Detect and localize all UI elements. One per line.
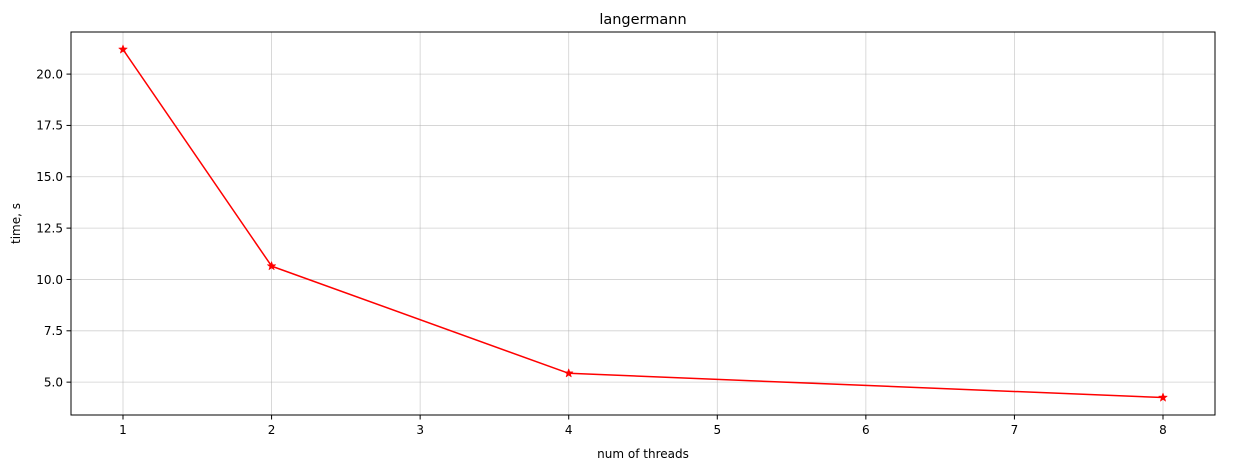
axis-ticks: 1 2 3 4 5 6 7 8 5.0 7.5 10.0 12.5 15.0 17.5 20.0 bbox=[36, 67, 1167, 437]
plot-frame bbox=[70, 31, 1216, 416]
data-point-star bbox=[1157, 392, 1169, 402]
x-tick-label: 7 bbox=[1011, 423, 1019, 437]
x-tick-label: 4 bbox=[565, 423, 573, 437]
data-point-star bbox=[563, 367, 574, 378]
y-axis-label: time, s bbox=[9, 203, 23, 244]
x-tick-label: 2 bbox=[268, 423, 276, 437]
y-tick-label: 12.5 bbox=[36, 221, 63, 235]
x-tick-label: 8 bbox=[1159, 423, 1167, 437]
chart-title: langermann bbox=[599, 12, 686, 28]
x-tick-label: 5 bbox=[713, 423, 721, 437]
x-tick-label: 6 bbox=[862, 423, 870, 437]
x-tick-label: 1 bbox=[119, 423, 127, 437]
series-layer bbox=[117, 44, 1169, 402]
y-tick-label: 17.5 bbox=[36, 119, 63, 133]
y-tick-label: 20.0 bbox=[36, 67, 63, 81]
y-tick-label: 5.0 bbox=[44, 375, 63, 389]
y-tick-label: 15.0 bbox=[36, 170, 63, 184]
data-point-star bbox=[117, 44, 129, 54]
series-line bbox=[122, 49, 1164, 399]
x-tick-label: 3 bbox=[416, 423, 424, 437]
y-tick-label: 7.5 bbox=[44, 324, 63, 338]
data-point-star bbox=[266, 260, 277, 271]
x-axis-label: num of threads bbox=[597, 447, 689, 461]
grid-lines bbox=[71, 32, 1215, 415]
y-tick-label: 10.0 bbox=[36, 273, 63, 287]
